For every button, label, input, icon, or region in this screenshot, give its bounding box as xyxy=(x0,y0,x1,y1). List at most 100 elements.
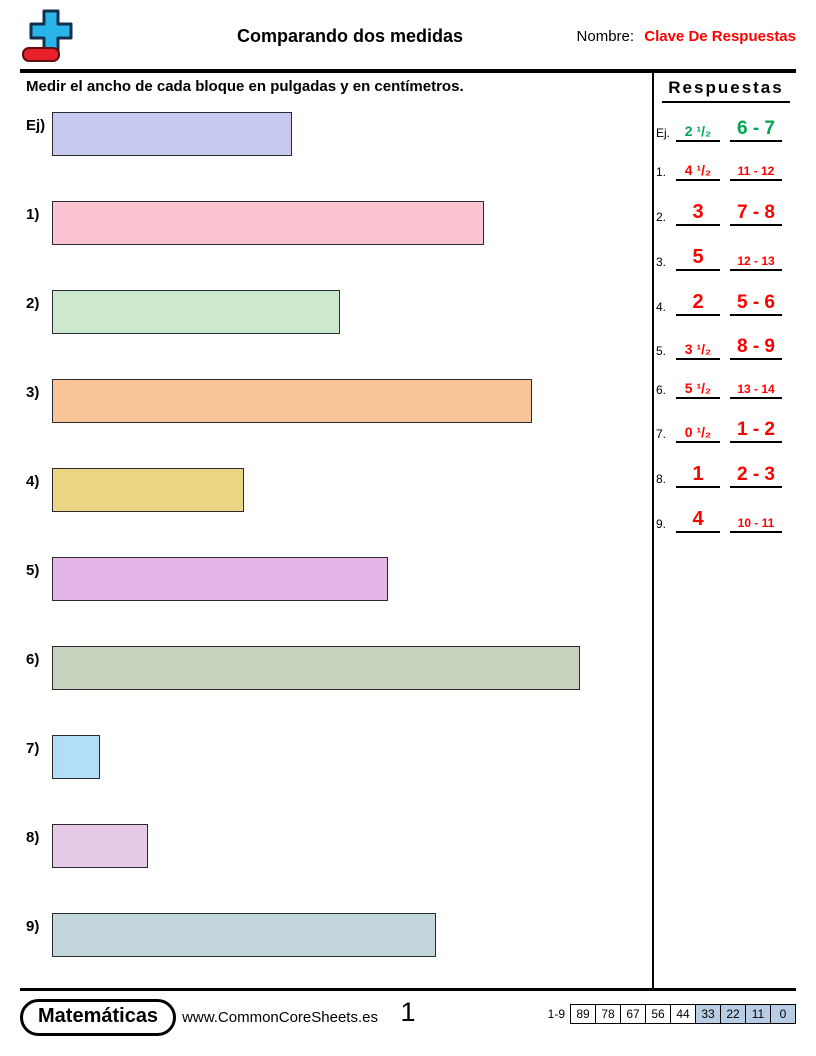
problem-row: 8) xyxy=(20,824,650,868)
answer-row: 6. 5 ¹/₂ 13 - 14 xyxy=(656,381,796,399)
problem-label: 9) xyxy=(26,918,40,935)
problem-row: 6) xyxy=(20,646,650,690)
answer-number: Ej. xyxy=(656,126,671,140)
measure-block xyxy=(52,290,340,334)
name-value: Clave De Respuestas xyxy=(644,28,796,45)
score-cells: 89 78 67 56 44 33 22 11 0 xyxy=(570,1004,796,1024)
problem-label: 7) xyxy=(26,740,40,757)
answer-inches-value: 5 xyxy=(676,247,720,271)
answer-row: 8. 1 2 - 3 xyxy=(656,464,796,488)
score-cell: 78 xyxy=(595,1004,621,1024)
plus-icon xyxy=(22,9,73,62)
measure-block xyxy=(52,735,100,779)
instructions-text: Medir el ancho de cada bloque en pulgada… xyxy=(26,78,464,95)
problem-label: 8) xyxy=(26,829,40,846)
problem-row: 7) xyxy=(20,735,650,779)
answer-number: 1. xyxy=(656,165,667,179)
answer-inches-value: 4 ¹/₂ xyxy=(676,163,720,181)
page-title: Comparando dos medidas xyxy=(236,26,464,46)
score-range-label: 1-9 xyxy=(547,1007,565,1021)
answer-row: 3. 5 12 - 13 xyxy=(656,247,796,271)
problem-label: 3) xyxy=(26,384,40,401)
problem-label: 5) xyxy=(26,562,40,579)
footer: Matemáticas www.CommonCoreSheets.es 1 1-… xyxy=(0,991,816,1056)
problem-label: 2) xyxy=(26,295,40,312)
answer-cm-value: 10 - 11 xyxy=(730,517,782,533)
answer-inches-value: 2 xyxy=(676,292,720,316)
answer-row: 2. 3 7 - 8 xyxy=(656,202,796,226)
measure-block xyxy=(52,468,244,512)
answer-number: 5. xyxy=(656,344,667,358)
score-cell: 33 xyxy=(695,1004,721,1024)
answer-cm-value: 12 - 13 xyxy=(730,255,782,271)
answers-panel: Respuestas Ej. 2 ¹/₂ 6 - 7 1. 4 ¹/₂ 11 -… xyxy=(656,76,796,554)
measure-block xyxy=(52,824,148,868)
answer-inches-value: 2 ¹/₂ xyxy=(676,124,720,142)
answer-row: 7. 0 ¹/₂ 1 - 2 xyxy=(656,420,796,443)
measure-block xyxy=(52,646,580,690)
answer-inches-value: 3 xyxy=(676,202,720,226)
header-rule xyxy=(20,69,796,73)
problems-list: Ej) 1) 2) 3) 4) 5) 6) 7) 8) 9) xyxy=(20,112,650,957)
score-cell: 22 xyxy=(720,1004,746,1024)
problem-row: 2) xyxy=(20,290,650,334)
answer-cm-value: 6 - 7 xyxy=(730,119,782,142)
measure-block xyxy=(52,201,484,245)
answer-cm-value: 8 - 9 xyxy=(730,337,782,360)
name-label: Nombre: xyxy=(576,28,635,45)
measure-block xyxy=(52,913,436,957)
footer-branding: Matemáticas www.CommonCoreSheets.es xyxy=(20,999,796,1036)
problem-row: 4) xyxy=(20,468,650,512)
answer-inches-value: 4 xyxy=(676,509,720,533)
answer-row: 1. 4 ¹/₂ 11 - 12 xyxy=(656,163,796,181)
score-cell: 11 xyxy=(745,1004,771,1024)
answer-inches-value: 3 ¹/₂ xyxy=(676,342,720,360)
answer-cm-value: 2 - 3 xyxy=(730,465,782,488)
answer-cm-value: 1 - 2 xyxy=(730,420,782,443)
problems-section: Medir el ancho de cada bloque en pulgada… xyxy=(20,73,650,1002)
score-cell: 0 xyxy=(770,1004,796,1024)
website-text: www.CommonCoreSheets.es xyxy=(182,1009,378,1026)
answer-cm-value: 11 - 12 xyxy=(730,165,782,181)
answer-inches-value: 1 xyxy=(676,464,720,488)
answers-divider xyxy=(652,73,654,988)
problem-label: Ej) xyxy=(26,117,46,134)
measure-block xyxy=(52,112,292,156)
problem-row: 1) xyxy=(20,201,650,245)
problem-row: 3) xyxy=(20,379,650,423)
answer-number: 9. xyxy=(656,517,667,531)
answer-inches-value: 5 ¹/₂ xyxy=(676,381,720,399)
answer-row: 4. 2 5 - 6 xyxy=(656,292,796,316)
answer-cm-value: 5 - 6 xyxy=(730,293,782,316)
header: Comparando dos medidas Nombre: Clave De … xyxy=(20,0,796,70)
answer-row: 9. 4 10 - 11 xyxy=(656,509,796,533)
answer-cm-value: 13 - 14 xyxy=(730,383,782,399)
answer-number: 4. xyxy=(656,300,667,314)
answer-row: Ej. 2 ¹/₂ 6 - 7 xyxy=(656,119,796,142)
answer-cm-value: 7 - 8 xyxy=(730,203,782,226)
problem-label: 4) xyxy=(26,473,40,490)
score-cell: 67 xyxy=(620,1004,646,1024)
answer-number: 3. xyxy=(656,255,667,269)
answers-list: Ej. 2 ¹/₂ 6 - 7 1. 4 ¹/₂ 11 - 12 2. 3 7 … xyxy=(656,119,796,533)
score-area: 1-9 89 78 67 56 44 33 22 11 0 xyxy=(548,1004,796,1024)
answer-row: 5. 3 ¹/₂ 8 - 9 xyxy=(656,337,796,360)
problem-row: 9) xyxy=(20,913,650,957)
footer-rule xyxy=(20,988,796,991)
answers-title: Respuestas xyxy=(662,78,790,103)
measure-block xyxy=(52,557,388,601)
answer-number: 6. xyxy=(656,383,667,397)
score-cell: 44 xyxy=(670,1004,696,1024)
score-cell: 89 xyxy=(570,1004,596,1024)
answer-number: 2. xyxy=(656,210,667,224)
commoncoresheets-logo xyxy=(20,8,84,64)
answer-number: 7. xyxy=(656,427,667,441)
brand-badge: Matemáticas xyxy=(20,999,177,1036)
measure-block xyxy=(52,379,532,423)
score-cell: 56 xyxy=(645,1004,671,1024)
problem-row: Ej) xyxy=(20,112,650,156)
problem-row: 5) xyxy=(20,557,650,601)
name-area: Nombre: Clave De Respuestas xyxy=(577,28,796,45)
answer-inches-value: 0 ¹/₂ xyxy=(676,425,720,443)
